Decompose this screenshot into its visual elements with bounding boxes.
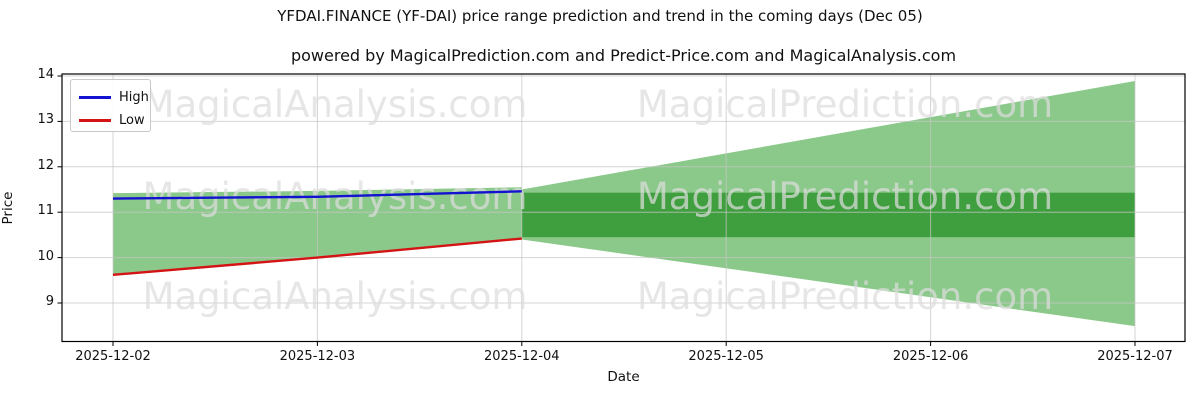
y-tick-label: 9 [45, 294, 54, 309]
high-line [112, 190, 522, 200]
x-tick-label: 2025-12-06 [892, 349, 969, 364]
x-tick-label: 2025-12-04 [484, 349, 560, 364]
chart-title: YFDAI.FINANCE (YF-DAI) price range predi… [277, 7, 923, 25]
axis-frame [61, 73, 1186, 343]
watermark-text: MagicalPrediction.com [637, 175, 1053, 218]
x-axis-label: Date [607, 369, 640, 385]
legend-high-label: High [119, 89, 149, 105]
watermark-text: MagicalAnalysis.com [143, 83, 528, 126]
high-line-swatch [79, 95, 111, 99]
watermark-text: MagicalPrediction.com [637, 275, 1053, 318]
x-tick-label: 2025-12-07 [1097, 349, 1173, 364]
legend-item-high: High [79, 87, 150, 107]
x-tick-label: 2025-12-05 [688, 349, 764, 364]
y-tick-label: 10 [37, 248, 54, 264]
legend-low-label: Low [119, 112, 145, 128]
x-tick-label: 2025-12-03 [279, 349, 356, 364]
y-tick-label: 11 [37, 203, 54, 219]
legend: High Low [70, 79, 151, 132]
forecast-band [521, 192, 1135, 238]
watermark-text: MagicalPrediction.com [637, 83, 1053, 126]
y-tick-label: 13 [37, 112, 54, 128]
y-tick-label: 12 [37, 157, 54, 173]
watermark-text: MagicalAnalysis.com [143, 275, 528, 318]
low-line-swatch [79, 118, 111, 122]
legend-item-low: Low [79, 110, 150, 130]
y-tick-label: 14 [37, 67, 54, 82]
chart-subtitle: powered by MagicalPrediction.com and Pre… [290, 46, 957, 65]
low-line [112, 237, 522, 277]
x-tick-label: 2025-12-02 [75, 349, 151, 364]
